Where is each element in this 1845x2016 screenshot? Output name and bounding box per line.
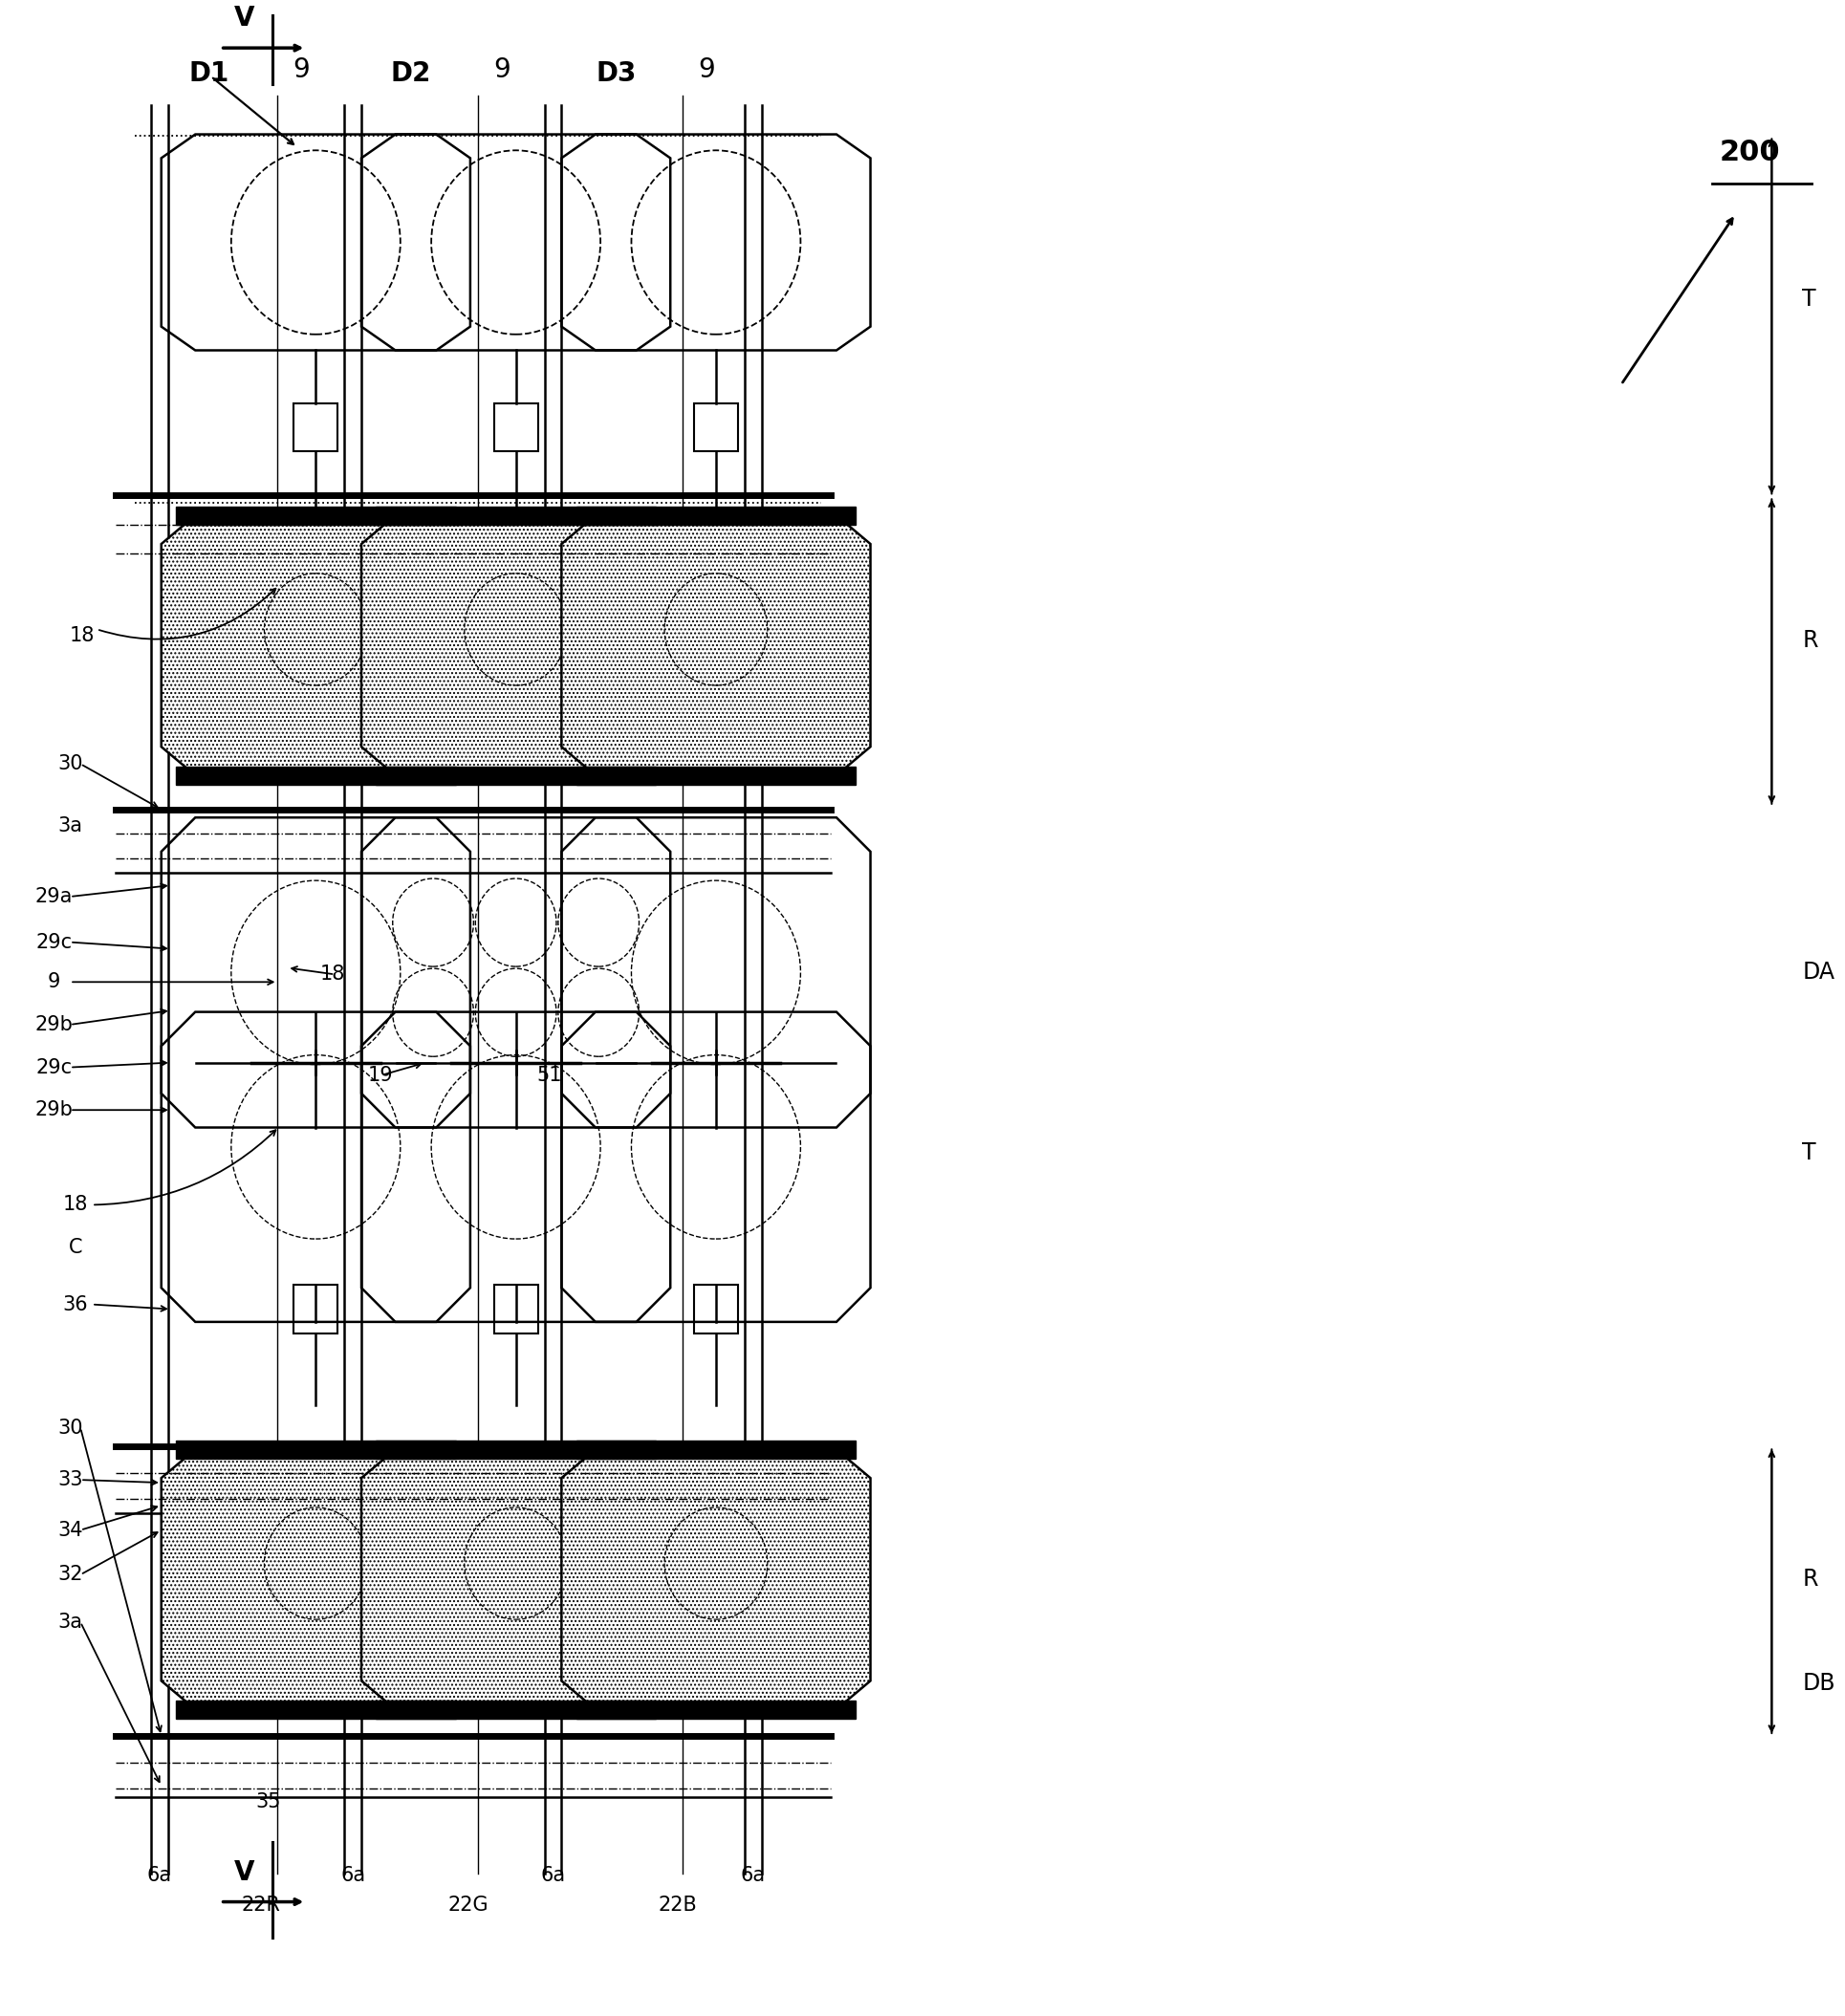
Text: 32: 32 — [57, 1564, 83, 1585]
Text: D1: D1 — [188, 60, 229, 87]
Text: 29b: 29b — [35, 1016, 72, 1034]
Text: 200: 200 — [1720, 139, 1780, 165]
Text: 22B: 22B — [659, 1895, 697, 1915]
Text: 6a: 6a — [541, 1865, 566, 1885]
Bar — [376, 506, 655, 524]
Text: D2: D2 — [391, 60, 432, 87]
Text: 6a: 6a — [341, 1865, 365, 1885]
Text: V: V — [234, 1859, 255, 1885]
Text: 3a: 3a — [57, 816, 83, 835]
Polygon shape — [561, 516, 871, 776]
Bar — [576, 506, 856, 524]
Bar — [175, 1439, 456, 1458]
Text: 29c: 29c — [35, 1058, 72, 1077]
Text: 9: 9 — [697, 56, 714, 83]
Text: 22R: 22R — [242, 1895, 280, 1915]
Text: 3a: 3a — [57, 1613, 83, 1631]
Text: 29c: 29c — [35, 933, 72, 952]
Bar — [293, 403, 338, 452]
Text: V: V — [234, 6, 255, 32]
Bar — [175, 506, 456, 524]
Polygon shape — [362, 1450, 670, 1710]
Bar — [293, 1284, 338, 1333]
Bar — [175, 766, 456, 784]
Text: C: C — [68, 1238, 83, 1258]
Text: 6a: 6a — [148, 1865, 172, 1885]
Bar — [694, 1284, 738, 1333]
Bar — [376, 766, 655, 784]
Text: 29b: 29b — [35, 1101, 72, 1119]
Polygon shape — [561, 1450, 871, 1710]
Text: 18: 18 — [321, 966, 345, 984]
Text: D3: D3 — [596, 60, 637, 87]
Bar — [694, 403, 738, 452]
Text: 9: 9 — [493, 56, 509, 83]
Text: 6a: 6a — [740, 1865, 766, 1885]
Bar — [494, 1284, 539, 1333]
Text: 34: 34 — [57, 1520, 83, 1540]
Text: R: R — [1803, 1568, 1817, 1591]
Bar — [494, 403, 539, 452]
Text: DB: DB — [1803, 1671, 1836, 1695]
Bar — [576, 1699, 856, 1718]
Text: 30: 30 — [57, 1417, 83, 1437]
Text: 19: 19 — [367, 1064, 393, 1085]
Bar — [376, 1439, 655, 1458]
Bar — [576, 1439, 856, 1458]
Text: 51: 51 — [537, 1064, 563, 1085]
Text: DA: DA — [1803, 962, 1834, 984]
Text: 9: 9 — [293, 56, 310, 83]
Text: 29a: 29a — [35, 887, 72, 907]
Bar — [175, 1699, 456, 1718]
Polygon shape — [161, 1450, 470, 1710]
Bar — [576, 766, 856, 784]
Text: 22G: 22G — [448, 1895, 489, 1915]
Text: 36: 36 — [63, 1294, 89, 1314]
Text: 35: 35 — [255, 1792, 280, 1812]
Polygon shape — [161, 516, 470, 776]
Text: T: T — [1803, 1141, 1815, 1163]
Polygon shape — [362, 516, 670, 776]
Text: T: T — [1803, 288, 1815, 310]
Text: 18: 18 — [63, 1195, 89, 1214]
Text: 33: 33 — [57, 1470, 83, 1490]
Text: R: R — [1803, 629, 1817, 651]
Text: 18: 18 — [70, 627, 94, 645]
Bar — [376, 1699, 655, 1718]
Text: 30: 30 — [57, 754, 83, 774]
Text: 9: 9 — [48, 972, 61, 992]
